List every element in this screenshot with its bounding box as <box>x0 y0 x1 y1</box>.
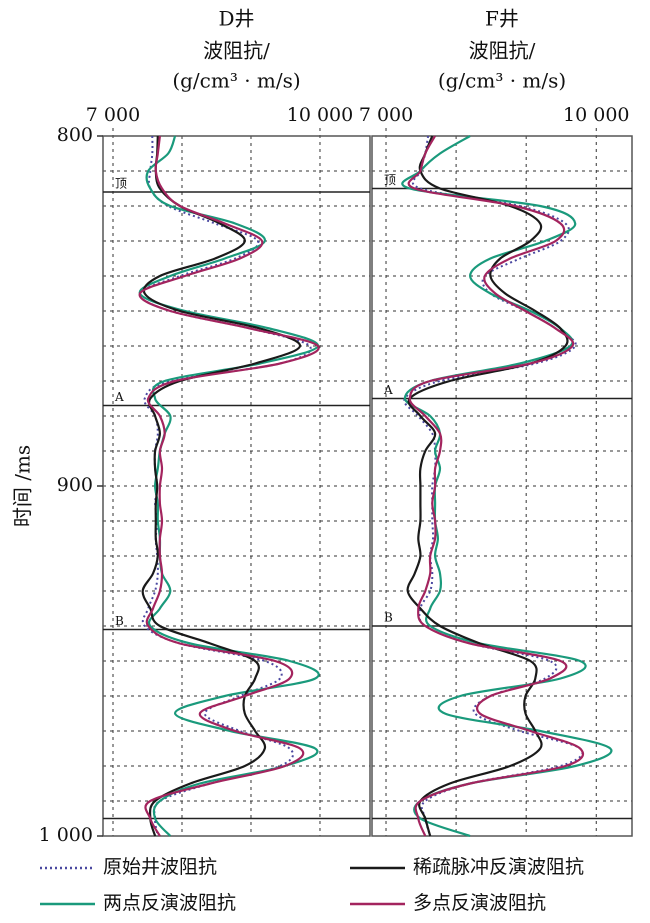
x-axis-label: 波阻抗/ <box>203 39 270 63</box>
horizon-label: B <box>115 614 124 628</box>
horizon-label: A <box>114 390 124 404</box>
x-tick-label: 7 000 <box>86 104 140 126</box>
panel-frame <box>371 135 633 837</box>
x-axis-label: 波阻抗/ <box>469 39 536 63</box>
y-tick-label: 800 <box>57 124 93 146</box>
x-axis-label: (g/cm³ · m/s) <box>172 69 300 93</box>
impedance-curve <box>138 135 320 837</box>
y-axis-label: 时间 /ms <box>11 445 35 527</box>
x-axis-label: (g/cm³ · m/s) <box>438 69 566 93</box>
horizon-label: A <box>383 383 393 397</box>
legend-label: 多点反演波阻抗 <box>413 892 546 914</box>
impedance-curve <box>141 135 302 837</box>
y-tick-label: 900 <box>57 474 93 496</box>
legend-label: 原始井波阻抗 <box>103 856 217 878</box>
impedance-curve <box>406 135 569 837</box>
x-tick-label: 10 000 <box>287 104 353 126</box>
y-tick-label: 1 000 <box>39 824 93 846</box>
panel-title: D井 <box>218 7 254 31</box>
impedance-curve <box>407 135 584 837</box>
legend-label: 稀疏脉冲反演波阻抗 <box>413 856 584 878</box>
horizon-label: 顶 <box>384 173 396 187</box>
impedance-curve <box>138 135 320 837</box>
impedance-curve <box>403 135 584 837</box>
x-tick-label: 7 000 <box>359 104 413 126</box>
panel-title: F井 <box>485 7 519 31</box>
impedance-curve <box>138 135 312 837</box>
x-tick-label: 10 000 <box>563 104 629 126</box>
horizon-label: 顶 <box>115 177 127 191</box>
horizon-label: B <box>384 611 393 625</box>
legend-label: 两点反演波阻抗 <box>103 892 236 914</box>
